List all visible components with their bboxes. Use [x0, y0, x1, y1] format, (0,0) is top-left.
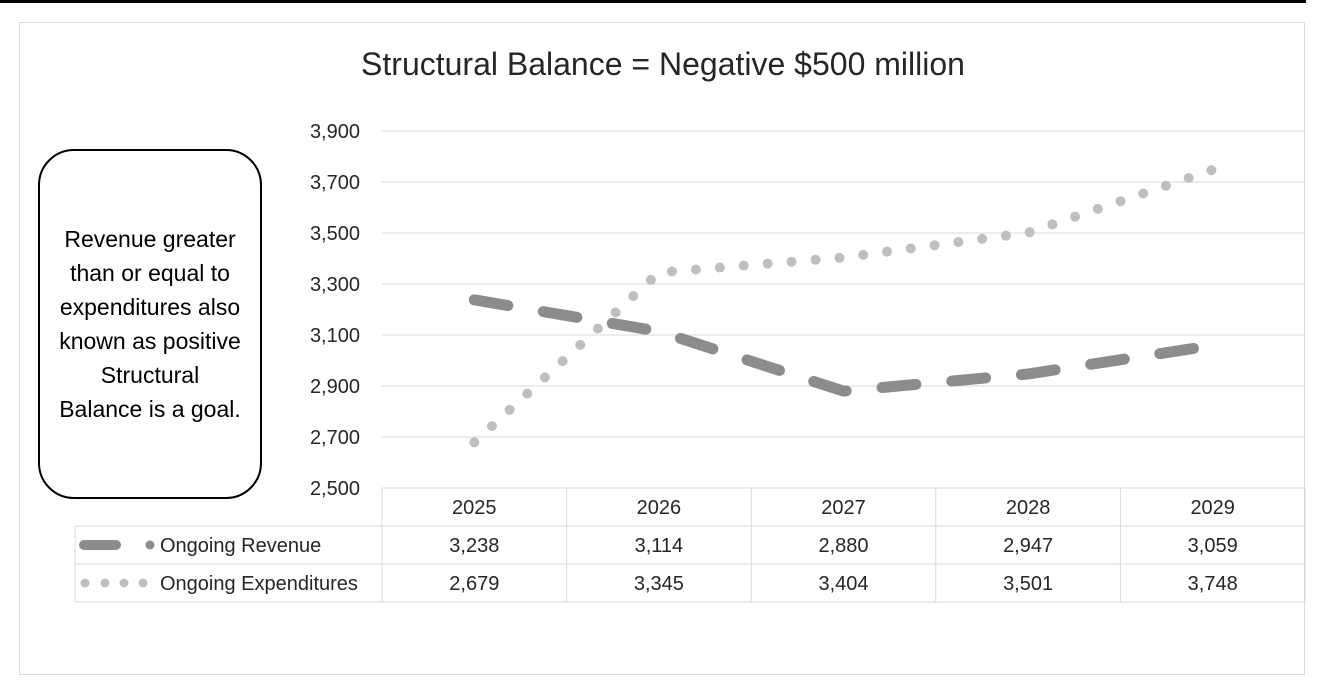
legend-key-ongoing-expenditures	[100, 578, 110, 588]
series-line-ongoing-revenue	[468, 294, 1219, 397]
chart-title: Structural Balance = Negative $500 milli…	[361, 46, 965, 82]
table-value-cell: 3,238	[449, 535, 499, 557]
data-table: 2025 2026 2027 2028 2029 Ongoing Revenue 3,238…	[74, 487, 1306, 603]
legend-key-ongoing-expenditures	[80, 578, 90, 588]
x-category-label: 2029	[1190, 497, 1235, 519]
y-axis-ticks: 3,900 3,700 3,500 3,300 3,100 2,900 2,700 2,500	[310, 121, 360, 500]
y-tick-label: 3,700	[310, 172, 360, 194]
y-tick-label: 3,100	[310, 325, 360, 347]
y-tick-label: 2,700	[310, 427, 360, 449]
y-tick-label: 3,900	[310, 121, 360, 143]
table-value-cell: 3,748	[1188, 573, 1238, 595]
table-value-cell: 3,404	[818, 573, 868, 595]
legend-label-ongoing-revenue: Ongoing Revenue	[160, 535, 321, 557]
goal-callout: Revenue greater than or equal to expendi…	[38, 149, 262, 499]
table-value-cell: 2,679	[449, 573, 499, 595]
x-category-label: 2028	[1006, 497, 1051, 519]
y-tick-label: 2,900	[310, 376, 360, 398]
top-rule	[0, 0, 1306, 3]
chart-frame	[19, 22, 1305, 675]
table-value-cell: 3,059	[1188, 535, 1238, 557]
table-value-cell: 2,880	[818, 535, 868, 557]
x-category-label: 2026	[637, 497, 682, 519]
table-value-cell: 3,501	[1003, 573, 1053, 595]
y-tick-label: 3,300	[310, 274, 360, 296]
legend-key-ongoing-expenditures	[138, 578, 148, 588]
x-category-label: 2025	[452, 497, 497, 519]
series-line-ongoing-expenditures	[469, 164, 1218, 448]
goal-callout-text: Revenue greater than or equal to expendi…	[59, 226, 241, 422]
y-tick-label: 2,500	[310, 478, 360, 500]
legend-label-ongoing-expenditures: Ongoing Expenditures	[160, 573, 358, 595]
table-value-cell: 3,114	[635, 535, 684, 557]
x-category-label: 2027	[821, 497, 866, 519]
legend-key-ongoing-revenue	[145, 540, 155, 550]
series-lines	[468, 164, 1219, 448]
table-value-cell: 3,345	[634, 573, 684, 595]
y-tick-label: 3,500	[310, 223, 360, 245]
legend-key-ongoing-expenditures	[119, 578, 129, 588]
table-value-cell: 2,947	[1003, 535, 1053, 557]
